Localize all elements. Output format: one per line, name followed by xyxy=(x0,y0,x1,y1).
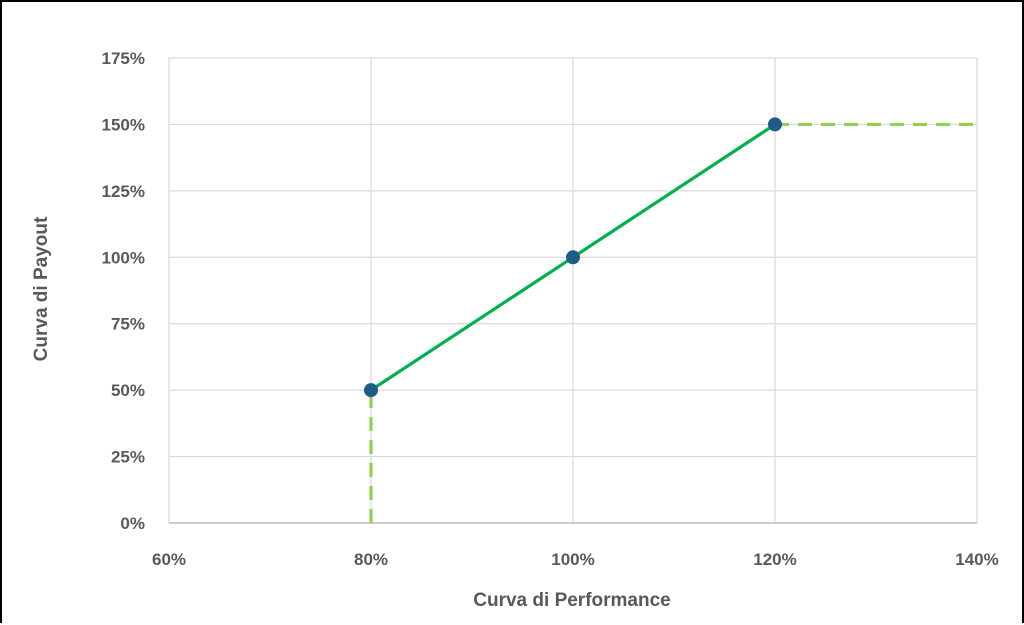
y-axis-ticks: 0% 25% 50% 75% 100% 125% 150% 175% xyxy=(102,49,145,533)
y-tick-label: 50% xyxy=(111,381,145,400)
x-axis-title: Curva di Performance xyxy=(473,590,670,611)
gridlines xyxy=(168,57,978,524)
data-point-marker xyxy=(364,383,378,398)
x-tick-label: 80% xyxy=(354,550,388,569)
y-tick-label: 75% xyxy=(111,315,145,334)
x-tick-label: 100% xyxy=(551,550,594,569)
y-axis-title: Curva di Payout xyxy=(31,216,52,361)
y-tick-label: 25% xyxy=(111,448,145,467)
y-tick-label: 150% xyxy=(102,115,145,134)
x-tick-label: 120% xyxy=(753,550,796,569)
data-point-marker xyxy=(768,117,782,132)
x-axis-ticks: 60% 80% 100% 120% 140% xyxy=(152,550,999,569)
x-tick-label: 140% xyxy=(955,550,998,569)
y-tick-label: 0% xyxy=(120,514,145,533)
markers xyxy=(364,117,782,398)
data-point-marker xyxy=(566,250,580,265)
y-tick-label: 175% xyxy=(102,49,145,68)
y-tick-label: 100% xyxy=(102,248,145,267)
y-tick-label: 125% xyxy=(102,182,145,201)
x-tick-label: 60% xyxy=(152,550,186,569)
